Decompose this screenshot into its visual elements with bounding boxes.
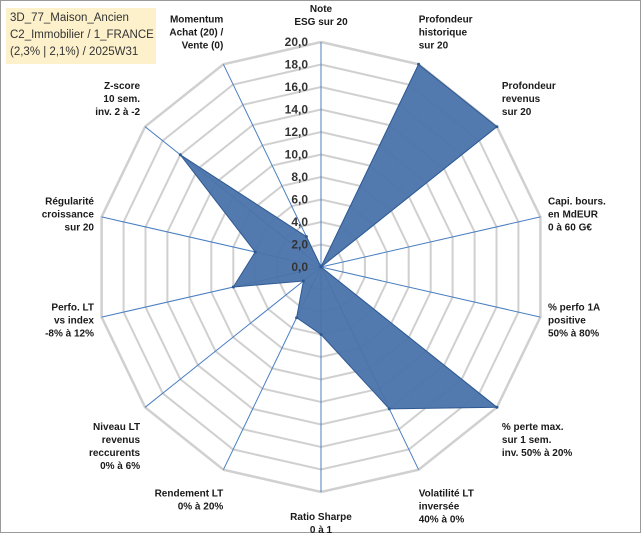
tick-label: 10,0	[285, 148, 309, 162]
axis-label-line: Note	[310, 4, 333, 15]
tick-label: 0,0	[291, 260, 308, 274]
data-point	[231, 285, 235, 289]
axis-label-line: reccurents	[89, 448, 141, 459]
data-point	[304, 235, 308, 239]
axis-label: Z-score 10 sem. inv. 2 à -2	[95, 81, 140, 118]
axis-label: Capi. bours. en MdEUR 0 à 60 G€	[548, 196, 606, 233]
axis-label-line: Z-score	[104, 81, 141, 92]
axis-label-line: 50% à 80%	[548, 329, 599, 340]
axis-label-line: sur 20	[502, 107, 532, 118]
axis-label-line: sur 1 sem.	[502, 435, 552, 446]
axis-label-line: Capi. bours.	[548, 196, 606, 207]
axis-label-line: revenus	[502, 94, 541, 105]
axis-spoke	[320, 266, 541, 318]
axis-label-line: 0% à 20%	[178, 501, 224, 512]
axis-label-line: 40% à 0%	[419, 514, 465, 525]
tick-label: 16,0	[285, 80, 309, 94]
axis-label: Rendement LT 0% à 20%	[155, 488, 224, 512]
axis-label-line: Perfo. LT	[51, 303, 94, 314]
axis-label: Note ESG sur 20	[294, 4, 348, 28]
data-point	[417, 62, 421, 66]
data-point	[319, 265, 323, 269]
data-point	[387, 407, 391, 411]
axis-label-line: 0 à 1	[310, 525, 333, 533]
axis-label-line: historique	[419, 28, 468, 39]
axis-label-line: en MdEUR	[548, 209, 599, 220]
axis-spoke	[320, 216, 541, 268]
data-point	[319, 333, 323, 336]
data-point	[301, 279, 305, 283]
axis-label-line: 10 sem.	[103, 94, 140, 105]
data-point	[495, 405, 499, 409]
tick-label: 18,0	[285, 58, 309, 72]
tick-label: 4,0	[291, 215, 308, 229]
data-point	[495, 125, 499, 129]
axis-label-line: sur 20	[65, 222, 95, 233]
axis-label-line: 0% à 6%	[100, 461, 140, 472]
axis-label-line: 0 à 60 G€	[548, 222, 592, 233]
series-area	[179, 63, 499, 410]
axis-label-line: positive	[548, 316, 586, 327]
tick-label: 12,0	[285, 125, 309, 139]
axis-label-line: Profondeur	[502, 81, 556, 92]
tick-label: 2,0	[291, 238, 308, 252]
axis-label-line: Ratio Sharpe	[290, 512, 352, 523]
axis-label: % perte max. sur 1 sem. inv. 50% à 20%	[502, 422, 573, 459]
axis-spoke	[222, 64, 322, 268]
tick-label: 20,0	[285, 35, 309, 49]
label-layer: Note ESG sur 20 Profondeur historique sur 20…	[42, 4, 606, 533]
axis-label-line: % perte max.	[502, 422, 564, 433]
data-point	[178, 153, 182, 157]
axis-label-line: inv. 50% à 20%	[502, 448, 573, 459]
axis-label-line: revenus	[102, 435, 141, 446]
info-line-3: (2,3% | 2,1%) / 2025W31	[10, 46, 139, 58]
axis-label: Momentum Achat (20) / Vente (0)	[169, 15, 223, 52]
tick-label: 6,0	[291, 193, 308, 207]
axis-label-line: croissance	[42, 209, 95, 220]
info-line-1: 3D_77_Maison_Ancien	[10, 12, 129, 24]
axis-label-line: Volatilité LT	[419, 488, 474, 499]
axis-label: Régularité croissance sur 20	[42, 196, 95, 233]
info-line-2: C2_Immobilier / 1_FRANCE	[10, 29, 154, 41]
axis-label-line: vs index	[54, 316, 94, 327]
axis-label-line: Régularité	[45, 196, 94, 207]
axis-label-line: Niveau LT	[93, 422, 140, 433]
axis-label-line: Vente (0)	[182, 41, 224, 52]
axis-label-line: Rendement LT	[155, 488, 224, 499]
data-point	[253, 250, 257, 254]
axis-label-line: Profondeur	[419, 15, 473, 26]
tick-label: 8,0	[291, 170, 308, 184]
axis-label-line: ESG sur 20	[294, 17, 348, 28]
info-box: 3D_77_Maison_Ancien C2_Immobilier / 1_FR…	[6, 8, 156, 64]
axis-label: Volatilité LT inversée 40% à 0%	[419, 488, 474, 525]
axis-spoke	[144, 266, 322, 408]
axis-label-line: % perfo 1A	[548, 303, 600, 314]
axis-label-line: -8% à 12%	[45, 329, 94, 340]
axis-label: Profondeur historique sur 20	[419, 15, 473, 52]
axis-label-line: sur 20	[419, 41, 449, 52]
tick-layer: 0,0 2,0 4,0 6,0 8,0 10,0 12,0 14,0 16,0 18,0 20,0	[285, 35, 309, 274]
tick-label: 14,0	[285, 103, 309, 117]
axis-label-line: Momentum	[170, 15, 223, 26]
axis-label-line: inversée	[419, 501, 460, 512]
axis-label-line: Achat (20) /	[169, 28, 223, 39]
series-layer	[178, 62, 499, 411]
axis-label: Perfo. LT vs index -8% à 12%	[45, 303, 94, 340]
axis-label: Profondeur revenus sur 20	[502, 81, 556, 118]
data-point	[295, 316, 299, 320]
axis-label-line: inv. 2 à -2	[95, 107, 140, 118]
axis-label: % perfo 1A positive 50% à 80%	[548, 303, 600, 340]
axis-label: Niveau LT revenus reccurents 0% à 6%	[89, 422, 141, 472]
axis-label: Ratio Sharpe 0 à 1	[290, 512, 352, 533]
